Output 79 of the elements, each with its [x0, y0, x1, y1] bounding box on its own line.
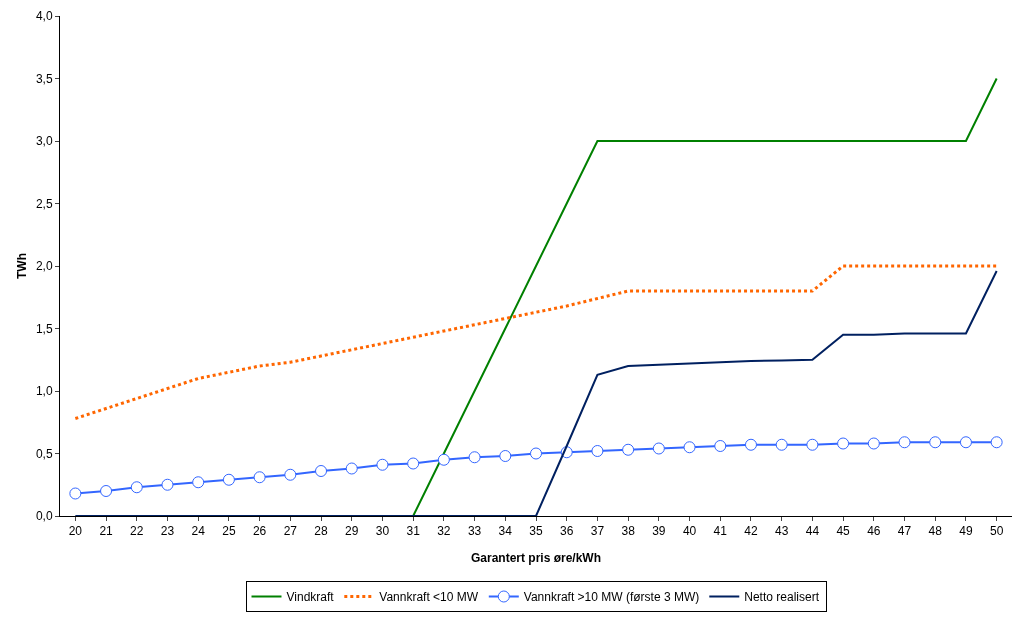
x-tick-label: 21 [99, 524, 114, 539]
point [929, 436, 942, 449]
point [284, 468, 297, 481]
point [530, 447, 542, 460]
x-tick-label: 47 [897, 524, 912, 539]
x-tick-label: 36 [560, 524, 574, 539]
y-tick-label: 4,0 [35, 9, 53, 24]
x-tick-label: 46 [867, 524, 881, 539]
point [622, 443, 635, 456]
x-tick-label: 35 [529, 524, 543, 539]
x-tick-label: 49 [959, 524, 973, 539]
x-tick-label: 39 [652, 524, 666, 539]
x-tick-label: 30 [375, 524, 390, 539]
x-tick-label: 26 [252, 524, 267, 539]
point [744, 438, 757, 451]
x-tick-label: 37 [590, 524, 605, 539]
x-tick-label: 24 [191, 524, 206, 539]
point [990, 436, 1003, 449]
legend-label: Netto realisert [744, 590, 820, 605]
point [407, 457, 420, 470]
legend-label: Vannkraft <10 MW [379, 590, 479, 605]
x-tick-label: 27 [283, 524, 298, 539]
point [806, 438, 819, 451]
point [898, 436, 911, 449]
point [714, 440, 727, 452]
y-tick-label: 3,5 [35, 71, 53, 86]
x-tick-label: 34 [498, 524, 513, 539]
x-tick-label: 33 [467, 524, 482, 539]
x-tick-label: 41 [713, 524, 728, 539]
legend-label: Vannkraft >10 MW (første 3 MW) [523, 590, 700, 605]
x-tick-label: 25 [222, 524, 236, 539]
x-tick-label: 38 [621, 524, 636, 539]
point [591, 445, 604, 457]
x-tick-label: 42 [744, 524, 758, 539]
point [437, 453, 450, 466]
point [867, 437, 880, 450]
y-tick-label: 0,0 [35, 509, 53, 524]
point [468, 451, 481, 464]
x-tick-label: 29 [345, 524, 359, 539]
x-tick-label: 28 [314, 524, 329, 539]
x-tick-label: 50 [989, 524, 1004, 539]
legend-label: Vindkraft [286, 590, 335, 605]
x-tick-label: 48 [928, 524, 943, 539]
line-series [74, 270, 998, 516]
x-tick-label: 20 [68, 524, 83, 539]
point [222, 473, 235, 486]
point [130, 481, 143, 494]
y-tick-label: 2,5 [35, 196, 53, 211]
point [652, 442, 665, 455]
x-tick-label: 40 [682, 524, 697, 539]
point [683, 441, 696, 454]
x-tick-label: 32 [437, 524, 451, 539]
point [345, 462, 358, 475]
y-axis-title: TWh [15, 253, 29, 279]
line-series [412, 77, 998, 516]
point [100, 485, 113, 497]
x-tick-label: 22 [130, 524, 144, 539]
x-tick-label: 31 [406, 524, 421, 539]
point [161, 478, 174, 491]
x-axis-title: Garantert pris øre/kWh [470, 551, 602, 565]
y-tick-label: 1,5 [35, 321, 53, 336]
y-tick-label: 1,0 [35, 384, 53, 399]
point [775, 438, 788, 451]
point [253, 471, 266, 484]
point [315, 465, 328, 477]
x-tick-label: 43 [775, 524, 789, 539]
point [959, 436, 972, 449]
x-tick-label: 45 [836, 524, 851, 539]
point [192, 476, 205, 489]
point [376, 458, 389, 471]
line-series [73, 264, 999, 420]
y-tick-label: 3,0 [35, 134, 53, 149]
y-tick-label: 2,0 [35, 259, 53, 274]
y-tick-label: 0,5 [35, 446, 53, 461]
x-tick-label: 23 [160, 524, 175, 539]
point [837, 437, 850, 450]
point [499, 450, 512, 462]
point [69, 487, 82, 500]
x-tick-label: 44 [805, 524, 820, 539]
